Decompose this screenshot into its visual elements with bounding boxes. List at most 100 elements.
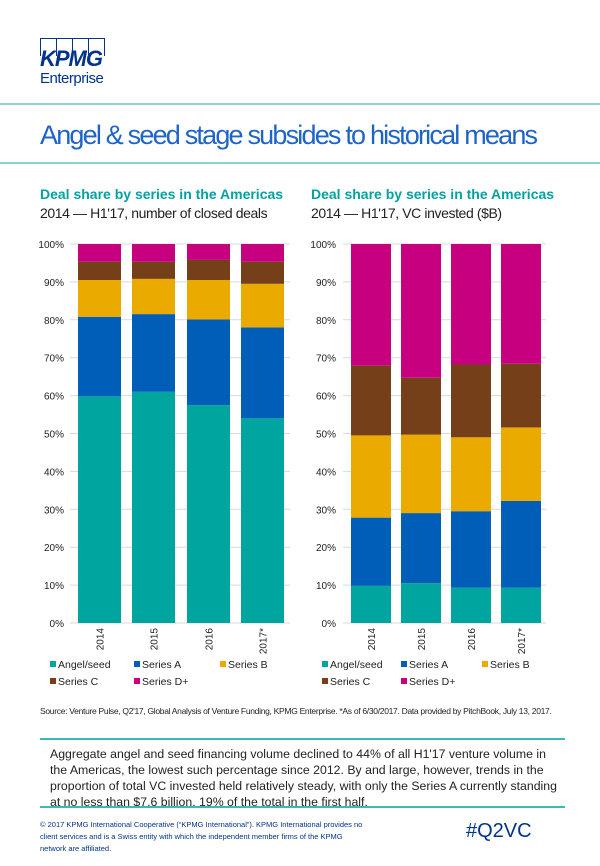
chart-1-bar-2016-series-c [187,259,230,281]
chart-2-bar-2014-series-d- [351,244,391,366]
chart-1-bar-2015-angel-seed [132,391,175,623]
chart-1-bar-2015-series-d- [132,244,175,262]
chart-2-bar-2016-angel-seed [451,587,491,623]
chart-2-bar-2017-angel-seed [501,587,541,623]
chart-1-bar-2017-series-d- [241,244,284,262]
chart-1-header: Deal share by series in the Americas 201… [40,186,283,221]
chart-2-ytick-label: 50% [316,430,336,441]
chart-2-legend-swatch [401,661,407,667]
chart-1-bar-2014-series-c [78,261,121,281]
chart-1-bar-2016-series-a [187,319,230,406]
chart-2-ytick-label: 20% [316,543,336,554]
chart-1-legend-swatch [134,661,140,667]
chart-1-bar-2017-series-b [241,283,284,328]
chart-2-bar-2016-series-a [451,511,491,588]
chart-2-ytick-label: 90% [316,278,336,289]
chart-2-bar-2015-series-a [401,513,441,584]
chart-1-bar-2015-series-b [132,278,175,315]
chart-2-legend-swatch [322,678,328,684]
chart-1-legend-swatch [220,661,226,667]
chart-1-ytick-label: 90% [44,278,64,289]
chart-1-legend-label: Series A [142,659,181,671]
chart-1-bar-2014-series-b [78,280,121,317]
chart-1-bar-2017-angel-seed [241,418,284,623]
hashtag: #Q2VC [466,820,532,842]
chart-2-bar-2016-series-c [451,364,491,438]
chart-2-legend-label: Series A [409,659,448,671]
chart-2-xtick-label: 2014 [367,628,378,651]
chart-1-legend-label: Angel/seed [58,659,111,671]
chart-2-ytick-label: 10% [316,581,336,592]
chart-2-ytick-label: 80% [316,316,336,327]
chart-2-ytick-label: 70% [316,354,336,365]
chart-1-legend-swatch [50,661,56,667]
page-title: Angel & seed stage subsides to historica… [40,120,538,150]
chart-2-legend-label: Series B [490,659,530,671]
chart-1-xtick-label: 2014 [96,628,107,651]
chart-1-ytick-label: 60% [44,392,64,403]
chart-2-bar-2017-series-b [501,427,541,501]
divider-bottom [40,806,565,808]
chart-2-bar-2015-angel-seed [401,583,441,623]
header-rule-bottom [0,162,600,164]
chart-2-bar-2015-series-b [401,434,441,514]
chart-1-ytick-label: 100% [38,240,64,251]
chart-2-bar-2015-series-d- [401,244,441,378]
chart-1-xtick-label: 2017* [259,628,270,654]
header-rule-top [0,103,600,105]
chart-2-legend-label: Angel/seed [330,659,383,671]
chart-2-bar-2014-series-a [351,517,391,586]
source-note: Source: Venture Pulse, Q2'17, Global Ana… [40,706,552,716]
summary-text: Aggregate angel and seed financing volum… [50,747,557,809]
chart-2-legend-label: Series C [330,676,371,688]
chart-2-bar-2014-angel-seed [351,585,391,623]
chart-1-bar-2016-series-b [187,280,230,320]
chart-2-legend-label: Series D+ [409,676,455,688]
chart-2-bar-2016-series-d- [451,244,491,365]
logo-wordmark: KPMG [40,46,103,71]
chart-1-bar-2016-series-d- [187,244,230,260]
chart-1-legend-label: Series C [58,676,99,688]
chart-1-bar-2017-series-c [241,261,284,284]
chart-1-legend-swatch [50,678,56,684]
chart-1-xtick-label: 2016 [205,628,216,651]
chart-2-ytick-label: 40% [316,467,336,478]
chart-1-xtick-label: 2015 [150,628,161,651]
chart-2-title: Deal share by series in the Americas [311,186,555,202]
kpmg-logo: KPMG Enterprise [40,38,110,87]
chart-2-xtick-label: 2015 [417,628,428,651]
chart-1-bar-2015-series-a [132,314,175,392]
chart-1-ytick-label: 50% [44,430,64,441]
chart-1-bar-2017-series-a [241,327,284,419]
chart-2-bar-2017-series-c [501,363,541,428]
chart-1-ytick-label: 70% [44,354,64,365]
chart-2-xtick-label: 2017* [517,628,528,654]
chart-1-legend-swatch [134,678,140,684]
chart-1-legend-label: Series D+ [142,676,188,688]
chart-1-ytick-label: 10% [44,581,64,592]
chart-2-subtitle: 2014 — H1'17, VC invested ($B) [311,205,502,221]
chart-1-ytick-label: 80% [44,316,64,327]
logo-subtext: Enterprise [40,70,104,87]
chart-2-ytick-label: 100% [310,240,336,251]
chart-2-ytick-label: 0% [322,619,337,630]
chart-1-ytick-label: 30% [44,505,64,516]
chart-2-xtick-label: 2016 [467,628,478,651]
chart-1-legend-label: Series B [228,659,268,671]
chart-1-bar-2014-series-d- [78,244,121,262]
chart-1-ytick-label: 20% [44,543,64,554]
chart-1-bar-2014-angel-seed [78,396,121,623]
chart-2-bar-2017-series-a [501,500,541,588]
chart-1-bar-2014-series-a [78,316,121,397]
chart-2-header: Deal share by series in the Americas 201… [311,186,554,221]
charts-svg: 0% 10% 20% 30% 40% 50% 60% 70% 80% 90% 100% 2014 201… [38,240,546,688]
chart-2-legend-swatch [322,661,328,667]
chart-1-bar-2016-angel-seed [187,405,230,623]
chart-1-ytick-label: 0% [50,619,65,630]
chart-2-legend-swatch [401,678,407,684]
chart-2-bar-2017-series-d- [501,244,541,364]
chart-2-bar-2016-series-b [451,437,491,512]
chart-2-legend-swatch [482,661,488,667]
chart-1-ytick-label: 40% [44,467,64,478]
chart-2-ytick-label: 30% [316,505,336,516]
